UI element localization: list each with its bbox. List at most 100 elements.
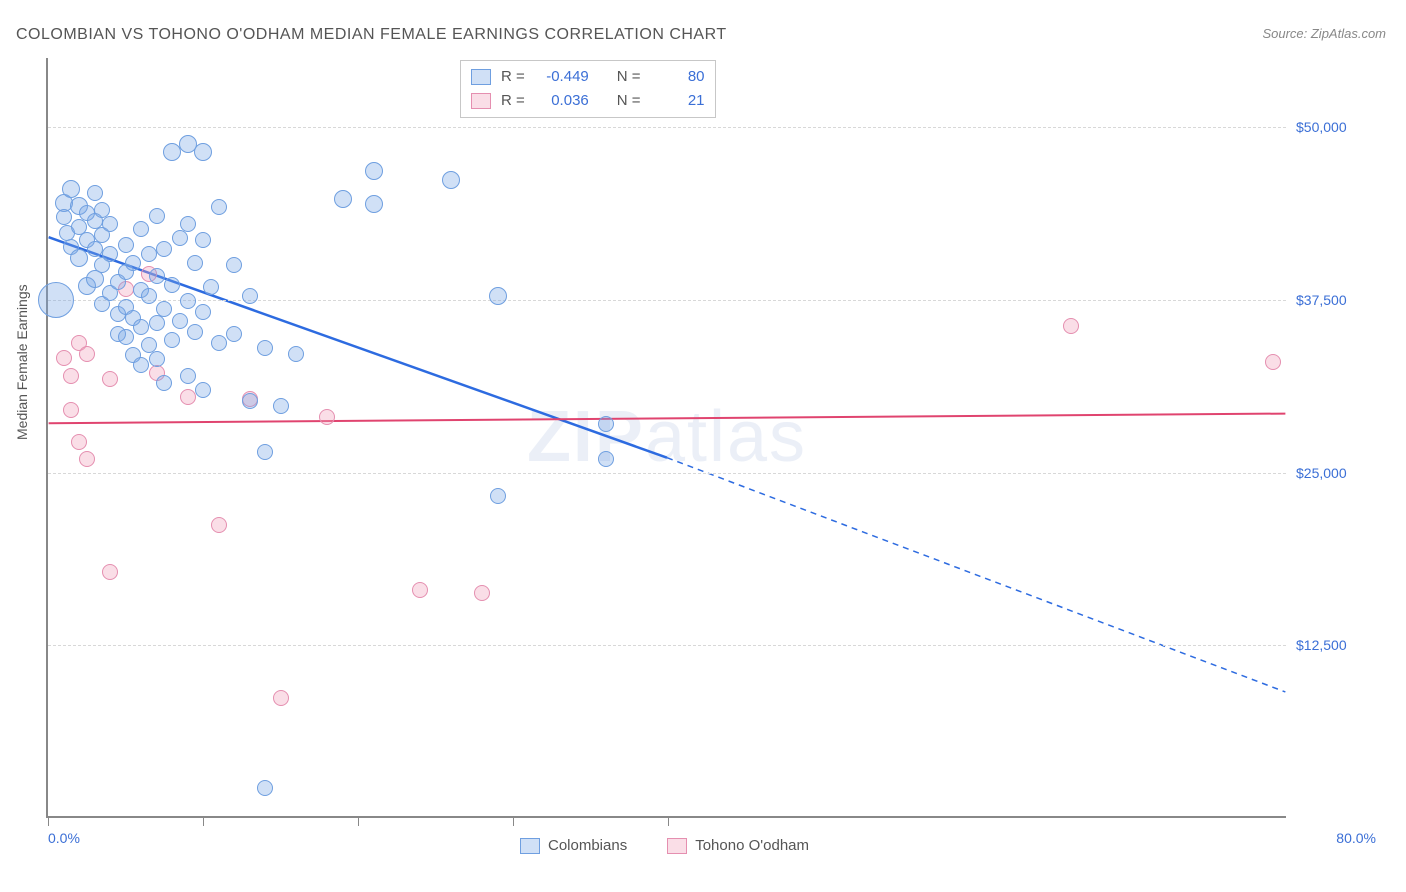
- r-value-colombians: -0.449: [535, 65, 589, 89]
- data-point: [187, 255, 203, 271]
- n-label: N =: [617, 65, 641, 89]
- x-tick: [203, 816, 204, 826]
- series-legend: Colombians Tohono O'odham: [520, 837, 809, 854]
- swatch-tohono-icon: [667, 838, 687, 854]
- data-point: [490, 488, 506, 504]
- n-value-colombians: 80: [651, 65, 705, 89]
- x-tick: [48, 816, 49, 826]
- source-attribution: Source: ZipAtlas.com: [1262, 26, 1386, 41]
- x-tick: [668, 816, 669, 826]
- correlation-legend: R = -0.449 N = 80 R = 0.036 N = 21: [460, 60, 716, 118]
- swatch-colombians: [471, 69, 491, 85]
- legend-item-colombians: Colombians: [520, 837, 627, 854]
- data-point: [141, 246, 157, 262]
- x-tick: [513, 816, 514, 826]
- data-point: [195, 232, 211, 248]
- data-point: [1265, 354, 1281, 370]
- r-value-tohono: 0.036: [535, 89, 589, 113]
- data-point: [187, 324, 203, 340]
- x-tick: [358, 816, 359, 826]
- data-point: [1063, 318, 1079, 334]
- legend-item-tohono: Tohono O'odham: [667, 837, 809, 854]
- data-point: [194, 143, 212, 161]
- data-point: [474, 585, 490, 601]
- data-point: [226, 326, 242, 342]
- data-point: [273, 398, 289, 414]
- data-point: [164, 332, 180, 348]
- data-point: [71, 434, 87, 450]
- data-point: [273, 690, 289, 706]
- y-tick-label: $37,500: [1296, 292, 1376, 308]
- data-point: [180, 389, 196, 405]
- data-point: [156, 241, 172, 257]
- data-point: [172, 313, 188, 329]
- data-point: [365, 162, 383, 180]
- data-point: [156, 301, 172, 317]
- data-point: [156, 375, 172, 391]
- data-point: [102, 246, 118, 262]
- data-point: [125, 255, 141, 271]
- legend-row-colombians: R = -0.449 N = 80: [471, 65, 705, 89]
- x-axis-max-label: 80.0%: [1336, 830, 1376, 846]
- data-point: [180, 368, 196, 384]
- data-point: [365, 195, 383, 213]
- legend-label-colombians: Colombians: [548, 837, 627, 854]
- plot-area: ZIPatlas 0.0% 80.0% $12,500$25,000$37,50…: [46, 58, 1286, 818]
- y-axis-title: Median Female Earnings: [14, 284, 30, 440]
- data-point: [242, 393, 258, 409]
- data-point: [56, 350, 72, 366]
- data-point: [149, 208, 165, 224]
- gridline: [48, 473, 1286, 474]
- gridline: [48, 300, 1286, 301]
- data-point: [203, 279, 219, 295]
- data-point: [242, 288, 258, 304]
- data-point: [180, 216, 196, 232]
- data-point: [180, 293, 196, 309]
- data-point: [149, 351, 165, 367]
- data-point: [334, 190, 352, 208]
- data-point: [79, 346, 95, 362]
- n-label: N =: [617, 89, 641, 113]
- watermark-bold: ZIP: [527, 397, 645, 477]
- data-point: [87, 241, 103, 257]
- n-value-tohono: 21: [651, 89, 705, 113]
- data-point: [56, 209, 72, 225]
- y-tick-label: $25,000: [1296, 465, 1376, 481]
- x-axis-min-label: 0.0%: [48, 830, 80, 846]
- data-point: [79, 451, 95, 467]
- trend-lines-svg: [48, 58, 1286, 816]
- watermark-light: atlas: [645, 397, 807, 477]
- data-point: [118, 329, 134, 345]
- data-point: [164, 277, 180, 293]
- data-point: [118, 237, 134, 253]
- data-point: [38, 282, 74, 318]
- swatch-colombians-icon: [520, 838, 540, 854]
- data-point: [102, 564, 118, 580]
- data-point: [195, 304, 211, 320]
- data-point: [211, 335, 227, 351]
- swatch-tohono: [471, 93, 491, 109]
- legend-label-tohono: Tohono O'odham: [695, 837, 809, 854]
- data-point: [288, 346, 304, 362]
- data-point: [598, 416, 614, 432]
- data-point: [226, 257, 242, 273]
- data-point: [211, 517, 227, 533]
- data-point: [598, 451, 614, 467]
- r-label: R =: [501, 65, 525, 89]
- chart-title: COLOMBIAN VS TOHONO O'ODHAM MEDIAN FEMAL…: [16, 26, 727, 44]
- data-point: [133, 221, 149, 237]
- data-point: [257, 444, 273, 460]
- legend-row-tohono: R = 0.036 N = 21: [471, 89, 705, 113]
- gridline: [48, 127, 1286, 128]
- gridline: [48, 645, 1286, 646]
- data-point: [133, 319, 149, 335]
- data-point: [172, 230, 188, 246]
- data-point: [63, 402, 79, 418]
- data-point: [195, 382, 211, 398]
- watermark: ZIPatlas: [527, 396, 807, 478]
- data-point: [102, 216, 118, 232]
- data-point: [70, 249, 88, 267]
- data-point: [87, 185, 103, 201]
- y-tick-label: $12,500: [1296, 637, 1376, 653]
- data-point: [489, 287, 507, 305]
